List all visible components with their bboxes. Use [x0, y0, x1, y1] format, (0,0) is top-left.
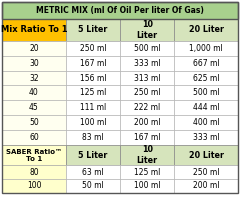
Bar [174, 71, 238, 85]
Bar [66, 179, 120, 193]
Bar [174, 115, 238, 130]
Bar [2, 115, 66, 130]
Text: 100 ml: 100 ml [79, 118, 106, 127]
Text: 625 ml: 625 ml [193, 74, 219, 83]
Bar [174, 179, 238, 193]
Text: 32: 32 [29, 74, 39, 83]
Bar [66, 115, 120, 130]
Text: 500 ml: 500 ml [134, 44, 161, 53]
Text: 20 Liter: 20 Liter [189, 25, 223, 34]
Bar [120, 165, 174, 179]
Bar [120, 115, 174, 130]
Bar [120, 56, 174, 71]
Text: 400 ml: 400 ml [193, 118, 219, 127]
Text: 20: 20 [29, 44, 39, 53]
Text: 100: 100 [27, 181, 41, 190]
Text: 200 ml: 200 ml [193, 181, 219, 190]
Text: 45: 45 [29, 103, 39, 112]
Text: 156 ml: 156 ml [79, 74, 106, 83]
Text: 60: 60 [29, 133, 39, 142]
Bar [174, 85, 238, 100]
Bar [120, 130, 174, 145]
Text: 20 Liter: 20 Liter [189, 151, 223, 160]
Bar [2, 41, 66, 56]
Text: 40: 40 [29, 88, 39, 97]
Bar [174, 130, 238, 145]
Bar [174, 100, 238, 115]
Bar [66, 71, 120, 85]
Text: 111 ml: 111 ml [80, 103, 106, 112]
Bar [120, 41, 174, 56]
Bar [66, 165, 120, 179]
Bar [174, 165, 238, 179]
Text: 63 ml: 63 ml [82, 168, 104, 177]
Text: 5 Liter: 5 Liter [78, 25, 108, 34]
Text: 50: 50 [29, 118, 39, 127]
Bar [120, 145, 174, 165]
Text: 1,000 ml: 1,000 ml [189, 44, 223, 53]
Text: 313 ml: 313 ml [134, 74, 161, 83]
Bar [66, 145, 120, 165]
Bar [174, 56, 238, 71]
Bar [2, 130, 66, 145]
Text: 83 ml: 83 ml [82, 133, 104, 142]
Text: 250 ml: 250 ml [79, 44, 106, 53]
Text: 222 ml: 222 ml [134, 103, 160, 112]
Bar [2, 165, 66, 179]
Text: 125 ml: 125 ml [80, 88, 106, 97]
Text: METRIC MIX (ml Of Oil Per liter Of Gas): METRIC MIX (ml Of Oil Per liter Of Gas) [36, 6, 204, 15]
Bar [2, 85, 66, 100]
Text: 100 ml: 100 ml [134, 181, 161, 190]
Bar [120, 100, 174, 115]
Bar [120, 71, 174, 85]
Bar [2, 71, 66, 85]
Bar [2, 179, 66, 193]
Text: 167 ml: 167 ml [79, 59, 106, 68]
Bar [174, 145, 238, 165]
Text: 250 ml: 250 ml [193, 168, 219, 177]
Bar [2, 19, 66, 41]
Text: 30: 30 [29, 59, 39, 68]
Bar [66, 85, 120, 100]
Bar [120, 179, 174, 193]
Text: Mix Ratio To 1: Mix Ratio To 1 [1, 25, 67, 34]
Bar [66, 19, 120, 41]
Bar [120, 85, 174, 100]
Text: 125 ml: 125 ml [134, 168, 160, 177]
Text: 500 ml: 500 ml [193, 88, 219, 97]
Bar [2, 145, 66, 165]
Text: 333 ml: 333 ml [134, 59, 161, 68]
Bar [2, 2, 238, 19]
Text: 167 ml: 167 ml [134, 133, 161, 142]
Text: 5 Liter: 5 Liter [78, 151, 108, 160]
Text: 333 ml: 333 ml [193, 133, 219, 142]
Bar [2, 2, 238, 19]
Bar [2, 100, 66, 115]
Bar [174, 41, 238, 56]
Text: 250 ml: 250 ml [134, 88, 161, 97]
Text: 80: 80 [29, 168, 39, 177]
Text: 200 ml: 200 ml [134, 118, 161, 127]
Text: 10
Liter: 10 Liter [137, 20, 158, 40]
Text: 50 ml: 50 ml [82, 181, 104, 190]
Bar [66, 130, 120, 145]
Text: SABER Ratio™
To 1: SABER Ratio™ To 1 [6, 148, 62, 161]
Bar [66, 56, 120, 71]
Bar [66, 100, 120, 115]
Bar [120, 19, 174, 41]
Bar [174, 19, 238, 41]
Bar [66, 41, 120, 56]
Text: 10
Liter: 10 Liter [137, 145, 158, 165]
Text: 444 ml: 444 ml [193, 103, 219, 112]
Text: 667 ml: 667 ml [193, 59, 219, 68]
Bar [2, 56, 66, 71]
